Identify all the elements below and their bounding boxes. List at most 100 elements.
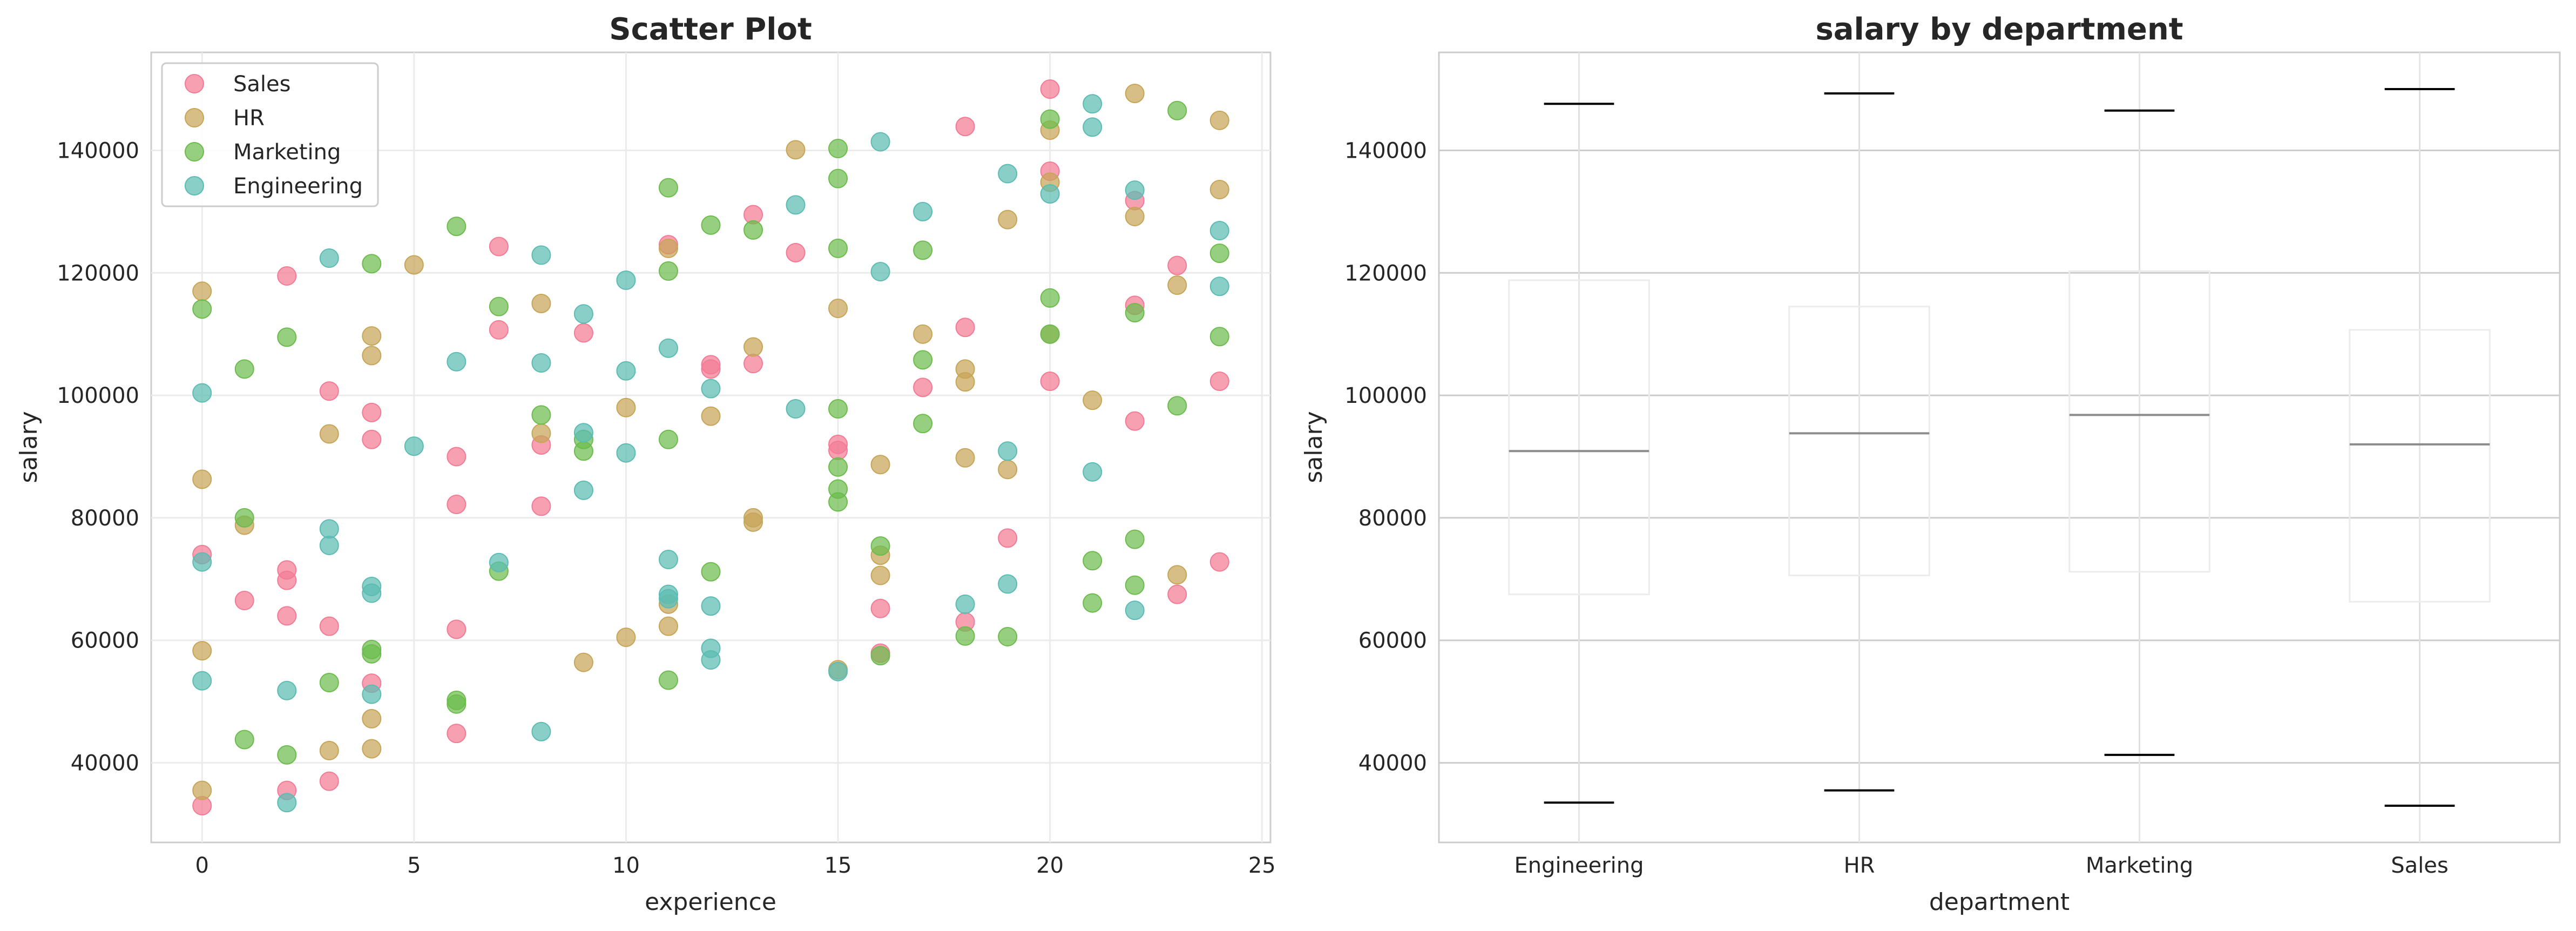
scatter-point [319, 519, 339, 539]
scatter-point [1209, 327, 1229, 347]
scatter-point [1083, 551, 1103, 571]
scatter-point [701, 596, 721, 616]
scatter-point [870, 455, 890, 475]
scatter-point [192, 299, 212, 319]
box-x-tick-label: Engineering [1515, 853, 1644, 878]
box-ticks: 40000 60000 80000 100000 120000 140000 Enginee… [1344, 138, 2448, 878]
box-y-tick-label: 60000 [1358, 629, 1427, 653]
scatter-point [1167, 584, 1187, 604]
scatter-point [658, 238, 678, 258]
scatter-point [1209, 552, 1229, 572]
scatter-point [1167, 275, 1187, 295]
box-marketing [2068, 109, 2210, 756]
scatter-point [531, 721, 551, 741]
box-iqr [1508, 279, 1650, 596]
scatter-point [277, 327, 297, 347]
scatter-point [743, 508, 763, 528]
scatter-point [192, 281, 212, 301]
scatter-point [1125, 411, 1145, 431]
scatter-point [362, 429, 382, 449]
scatter-point [489, 296, 509, 316]
scatter-point [658, 429, 678, 449]
scatter-point [531, 245, 551, 265]
scatter-point [362, 709, 382, 728]
scatter-point [828, 479, 848, 499]
legend-label: HR [233, 106, 265, 131]
scatter-point [870, 646, 890, 666]
scatter-point [573, 323, 593, 343]
scatter-point [447, 494, 466, 514]
scatter-point [616, 361, 636, 381]
scatter-point [1125, 83, 1145, 103]
scatter-point [531, 405, 551, 425]
scatter-point [319, 771, 339, 791]
scatter-point [1083, 390, 1103, 410]
scatter-point [955, 626, 975, 646]
scatter-point [319, 740, 339, 760]
scatter-point [701, 562, 721, 582]
box-sales [2349, 88, 2491, 807]
box-iqr [2349, 329, 2491, 603]
scatter-chart: 0 5 10 15 20 25 40000 60000 80000 100000 120000 140… [15, 12, 1276, 916]
box-y-axis-label: salary [1300, 411, 1328, 483]
scatter-point [319, 424, 339, 444]
scatter-point [489, 552, 509, 572]
scatter-point [743, 337, 763, 357]
box-iqr [2068, 270, 2210, 573]
scatter-point [192, 780, 212, 800]
scatter-point [447, 447, 466, 467]
scatter-point [701, 355, 721, 375]
legend-label: Marketing [233, 140, 341, 165]
scatter-y-tick-label: 140000 [57, 138, 139, 163]
scatter-x-axis-label: experience [645, 888, 776, 916]
scatter-point [955, 594, 975, 614]
scatter-point [1040, 324, 1060, 344]
scatter-point [1125, 180, 1145, 200]
scatter-point [1083, 462, 1103, 482]
scatter-point [277, 745, 297, 765]
scatter-point [1040, 184, 1060, 204]
scatter-point [192, 671, 212, 691]
box-y-tick-label: 140000 [1344, 138, 1427, 163]
legend-marker [185, 74, 204, 93]
scatter-point [489, 237, 509, 257]
scatter-point [1083, 593, 1103, 613]
scatter-point [870, 132, 890, 152]
scatter-point [870, 565, 890, 585]
box-hr [1788, 92, 1930, 792]
box-iqr [1788, 306, 1930, 577]
legend-item-engineering: Engineering [185, 174, 363, 199]
box-y-tick-label: 100000 [1344, 383, 1427, 408]
scatter-point [234, 359, 254, 379]
scatter-point [277, 266, 297, 286]
scatter-point [743, 220, 763, 240]
scatter-point [658, 584, 678, 604]
scatter-point [277, 560, 297, 580]
scatter-point [955, 117, 975, 137]
scatter-point [913, 324, 933, 344]
scatter-point [1040, 372, 1060, 392]
box-x-axis-label: department [1929, 888, 2070, 916]
legend-item-hr: HR [185, 106, 265, 131]
scatter-point [1209, 372, 1229, 392]
scatter-point [234, 730, 254, 750]
scatter-x-tick-label: 20 [1036, 853, 1064, 878]
scatter-point [913, 240, 933, 260]
scatter-point [658, 550, 678, 570]
scatter-point [319, 616, 339, 636]
scatter-point [531, 423, 551, 443]
box-y-tick-label: 40000 [1358, 751, 1427, 776]
box-chart: 40000 60000 80000 100000 120000 140000 Enginee… [1300, 12, 2561, 916]
scatter-ticks: 0 5 10 15 20 25 40000 60000 80000 100000 120000 140… [57, 138, 1275, 878]
legend-item-sales: Sales [185, 72, 290, 97]
scatter-point [362, 254, 382, 274]
scatter-point [1209, 276, 1229, 296]
scatter-point [1209, 110, 1229, 130]
scatter-point [1040, 288, 1060, 308]
legend-marker [185, 142, 204, 161]
scatter-point [192, 552, 212, 572]
scatter-point [447, 690, 466, 710]
scatter-point [447, 619, 466, 639]
scatter-point [786, 242, 806, 262]
scatter-point [404, 436, 424, 456]
